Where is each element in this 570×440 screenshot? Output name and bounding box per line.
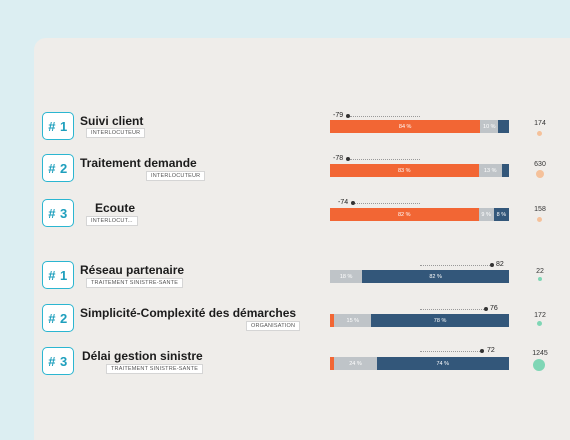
distribution-bar: 84 % 10 %	[330, 120, 509, 133]
category-tag: INTERLOCUTEUR	[146, 171, 206, 181]
neutral-segment: 13 %	[478, 164, 502, 177]
neutral-segment: 18 %	[330, 270, 363, 283]
volume-bubble	[537, 217, 542, 222]
rank-badge: # 3	[42, 347, 74, 375]
distribution-bar: 18 % 82 %	[330, 270, 509, 283]
positive-segment: 82 %	[362, 270, 509, 283]
ranking-row-negative-1[interactable]: # 1 Suivi client INTERLOCUTEUR -79 84 % …	[0, 112, 570, 152]
score-label: -79	[333, 112, 344, 119]
volume-bubble	[537, 131, 542, 136]
distribution-bar: 82 % 9 % 8 %	[330, 208, 509, 221]
score-dot	[490, 263, 494, 267]
count-label: 174	[534, 120, 546, 127]
volume-bubble	[537, 321, 542, 326]
positive-segment: 78 %	[371, 314, 509, 327]
ranking-row-negative-2[interactable]: # 2 Traitement demande INTERLOCUTEUR -78…	[0, 154, 570, 194]
score-dot	[346, 114, 350, 118]
category-tag: ORGANISATION	[246, 321, 301, 331]
score-label: 72	[487, 347, 495, 354]
positive-segment	[498, 120, 509, 133]
neutral-segment: 10 %	[480, 120, 499, 133]
rank-badge: # 1	[42, 112, 74, 140]
category-tag: INTERLOCUT...	[86, 216, 138, 226]
positive-segment: 8 %	[493, 208, 509, 221]
score-line	[420, 309, 484, 310]
count-label: 172	[534, 312, 546, 319]
score-label: 76	[490, 305, 498, 312]
rank-badge: # 3	[42, 199, 74, 227]
ranking-row-negative-3[interactable]: # 3 Ecoute INTERLOCUT... -74 82 % 9 % 8 …	[0, 198, 570, 238]
score-dot	[346, 157, 350, 161]
item-title: Simplicité-Complexité des démarches	[80, 306, 297, 320]
item-title: Suivi client	[80, 114, 144, 128]
category-tag: TRAITEMENT SINISTRE-SANTE	[86, 278, 184, 288]
distribution-bar: 15 % 78 %	[330, 314, 509, 327]
negative-segment: 82 %	[330, 208, 479, 221]
distribution-bar: 24 % 74 %	[330, 357, 509, 370]
count-label: 158	[534, 206, 546, 213]
score-label: 82	[496, 261, 504, 268]
ranking-row-positive-3[interactable]: # 3 Délai gestion sinistre TRAITEMENT SI…	[0, 346, 570, 386]
rank-badge: # 1	[42, 261, 74, 289]
item-title: Réseau partenaire	[80, 263, 185, 277]
score-line	[350, 116, 420, 117]
neutral-segment: 9 %	[478, 208, 494, 221]
positive-segment	[501, 164, 509, 177]
score-dot	[480, 349, 484, 353]
count-label: 1245	[532, 350, 548, 357]
score-label: -78	[333, 155, 344, 162]
negative-segment: 83 %	[330, 164, 479, 177]
score-label: -74	[338, 199, 349, 206]
rank-badge: # 2	[42, 304, 74, 332]
ranking-row-positive-2[interactable]: # 2 Simplicité-Complexité des démarches …	[0, 304, 570, 344]
volume-bubble	[533, 359, 545, 371]
neutral-segment: 15 %	[334, 314, 372, 327]
score-line	[350, 159, 420, 160]
item-title: Délai gestion sinistre	[82, 349, 203, 363]
ranking-row-positive-1[interactable]: # 1 Réseau partenaire TRAITEMENT SINISTR…	[0, 260, 570, 300]
distribution-bar: 83 % 13 %	[330, 164, 509, 177]
score-dot	[484, 307, 488, 311]
item-title: Traitement demande	[80, 156, 197, 170]
count-label: 22	[536, 268, 544, 275]
volume-bubble	[536, 170, 544, 178]
category-tag: TRAITEMENT SINISTRE-SANTE	[106, 364, 204, 374]
score-dot	[351, 201, 355, 205]
negative-segment: 84 %	[330, 120, 481, 133]
category-tag: INTERLOCUTEUR	[86, 128, 146, 138]
volume-bubble	[538, 277, 542, 281]
score-line	[420, 265, 490, 266]
neutral-segment: 24 %	[334, 357, 377, 370]
count-label: 630	[534, 161, 546, 168]
rank-badge: # 2	[42, 154, 74, 182]
negative-segment	[330, 357, 335, 370]
score-line	[355, 203, 420, 204]
item-title: Ecoute	[95, 201, 136, 215]
score-line	[420, 351, 480, 352]
negative-segment	[330, 314, 335, 327]
positive-segment: 74 %	[376, 357, 509, 370]
